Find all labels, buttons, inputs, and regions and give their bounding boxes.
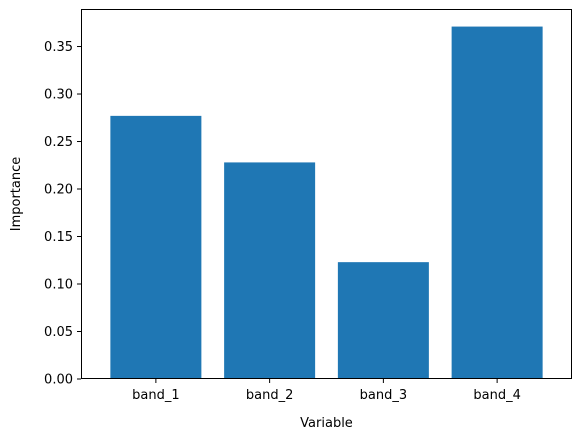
x-axis-label: Variable [300,416,353,431]
y-tick-label: 0.00 [44,373,73,388]
x-tick-label: band_2 [246,388,293,403]
bar-band_3 [337,262,429,379]
bars-group [110,26,543,379]
x-tick-label: band_4 [473,388,520,403]
y-tick-label: 0.15 [44,230,73,245]
bar-band_1 [110,115,202,379]
y-tick-label: 0.20 [44,183,73,198]
y-tick-label: 0.25 [44,135,73,150]
y-axis-label: Importance [9,157,24,232]
bar-band_4 [451,26,543,379]
y-tick-label: 0.30 [44,88,73,103]
x-tick-label: band_1 [132,388,179,403]
bar-band_2 [224,162,316,379]
y-axis: 0.00 0.05 0.10 0.15 0.20 0.25 0.30 0.35 [44,40,81,388]
x-axis: band_1 band_2 band_3 band_4 [132,379,521,403]
plot-frame [81,9,572,379]
y-tick-label: 0.35 [44,40,73,55]
y-tick-label: 0.10 [44,278,73,293]
y-tick-label: 0.05 [44,325,73,340]
x-tick-label: band_3 [360,388,407,403]
